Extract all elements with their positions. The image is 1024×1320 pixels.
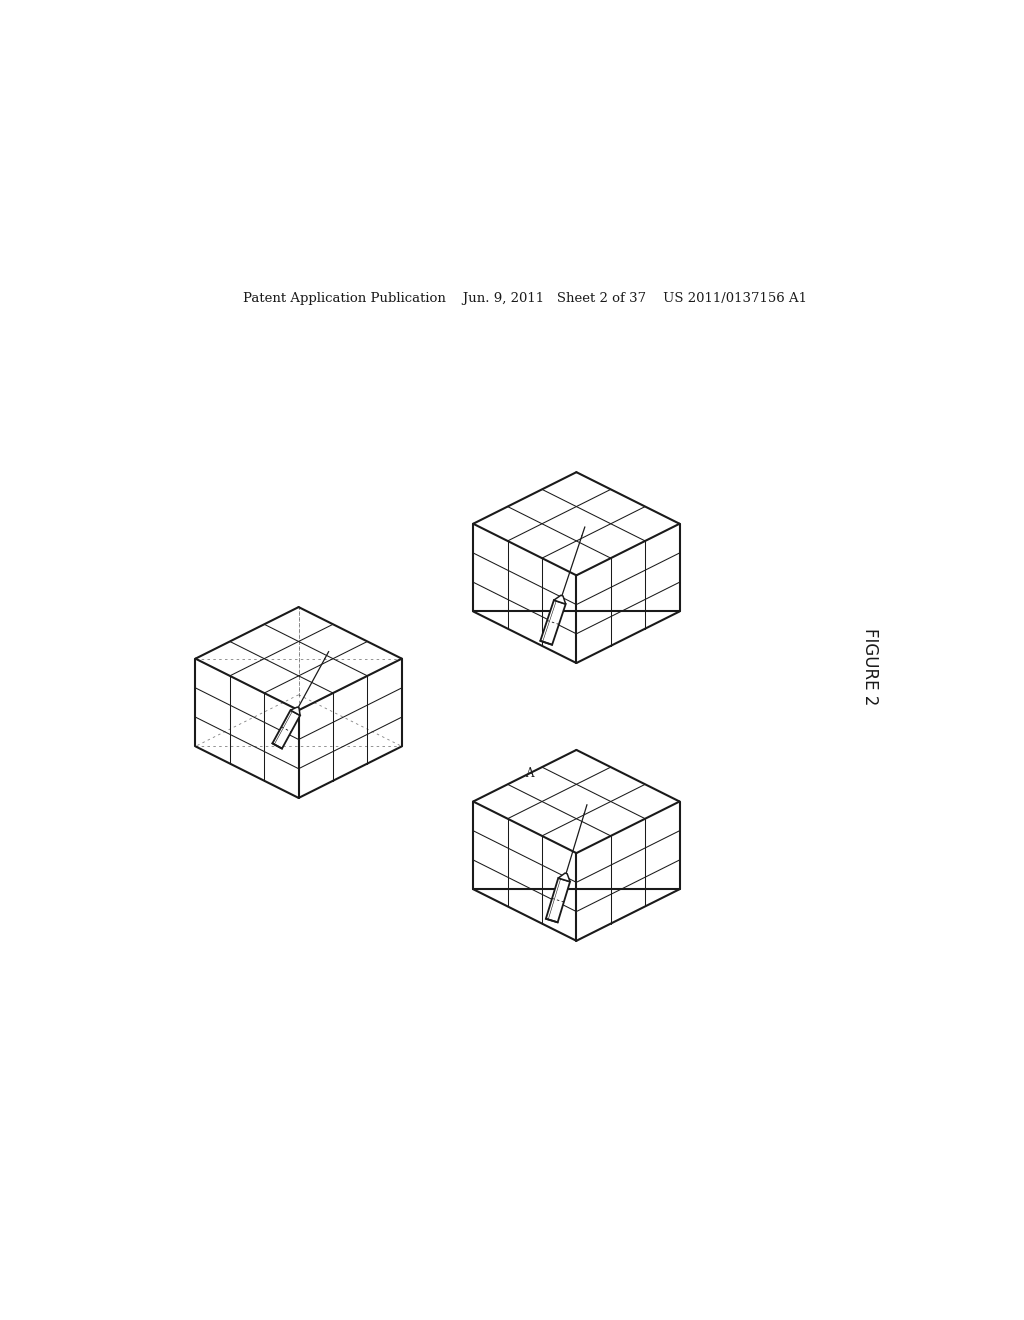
Polygon shape <box>541 601 565 644</box>
Polygon shape <box>546 878 570 923</box>
Polygon shape <box>291 708 300 715</box>
Polygon shape <box>272 710 300 748</box>
Text: Patent Application Publication    Jun. 9, 2011   Sheet 2 of 37    US 2011/013715: Patent Application Publication Jun. 9, 2… <box>243 292 807 305</box>
Text: A: A <box>525 767 534 780</box>
Polygon shape <box>554 595 565 605</box>
Polygon shape <box>558 873 570 882</box>
Text: FIGURE 2: FIGURE 2 <box>861 628 879 705</box>
